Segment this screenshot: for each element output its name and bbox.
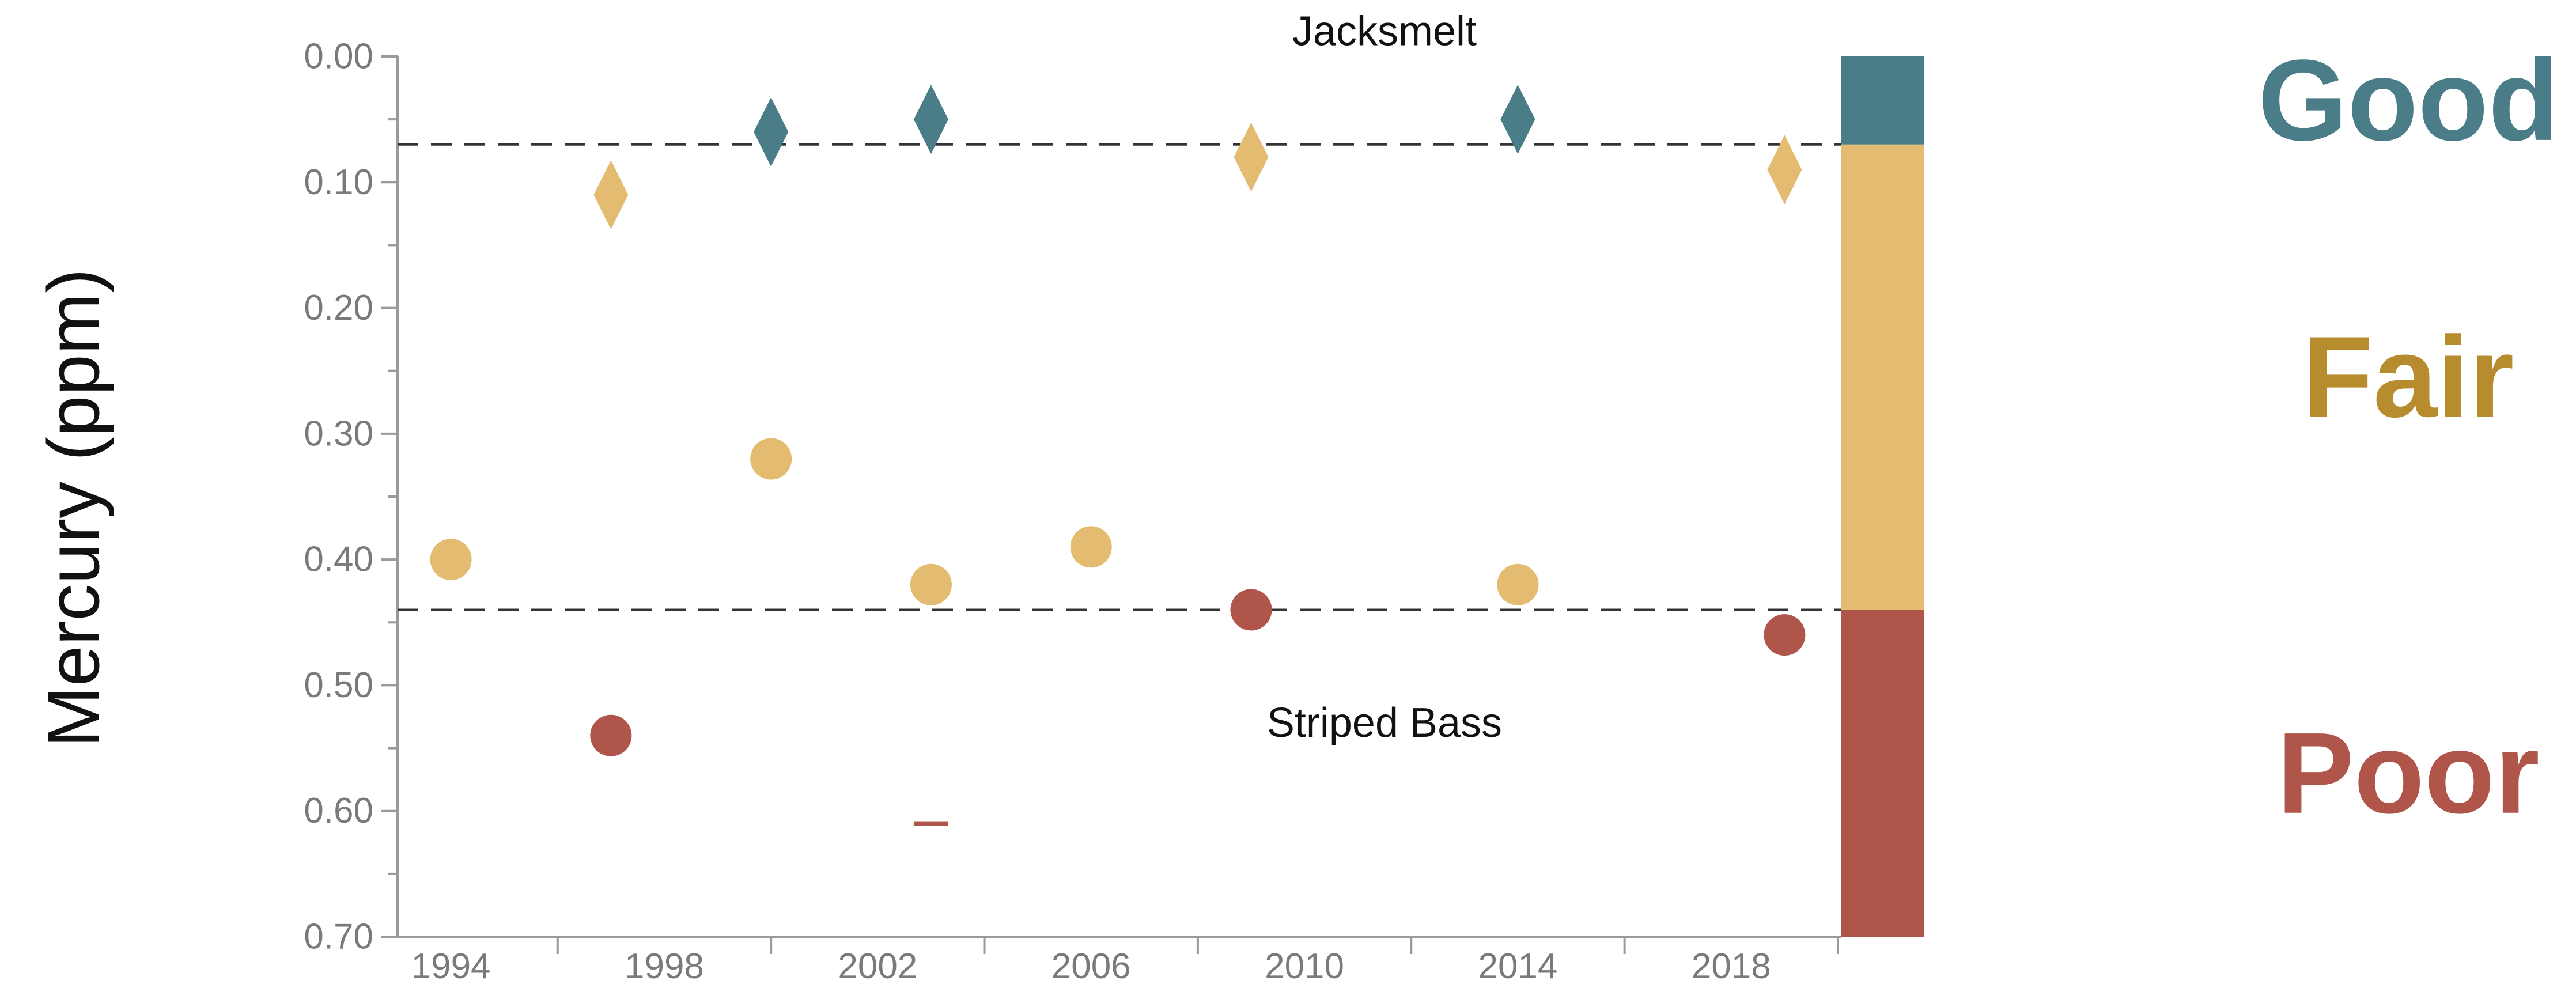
chart-text: Good Fair Poor Jacksmelt Striped Bass Mercury…	[33, 8, 2559, 837]
band-label-poor: Poor	[2277, 709, 2540, 838]
band-label-good: Good	[2258, 36, 2559, 165]
y-tick-label: 0.40	[304, 540, 373, 580]
y-tick-label: 0.00	[304, 37, 373, 77]
jacksmelt-point	[913, 85, 948, 154]
axes: 0.00 0.10 0.20 0.30 0.40 0.50 0.60 0.70 1994 1998…	[304, 37, 1841, 986]
y-tick-label: 0.60	[304, 791, 373, 831]
band-good	[1841, 56, 1924, 145]
y-tick-label: 0.10	[304, 162, 373, 202]
striped-bass-point	[1070, 526, 1112, 568]
band-fair	[1841, 144, 1924, 610]
striped-bass-point	[430, 539, 472, 581]
annotation-jacksmelt: Jacksmelt	[1292, 8, 1477, 54]
x-tick-label: 2002	[838, 947, 917, 986]
y-tick-label: 0.30	[304, 414, 373, 453]
jacksmelt-point	[593, 160, 629, 230]
annotation-striped-bass: Striped Bass	[1267, 700, 1502, 746]
y-tick-label: 0.20	[304, 288, 373, 328]
y-axis-label: Mercury (ppm)	[33, 268, 115, 748]
jacksmelt-point	[754, 97, 789, 166]
striped-bass-point	[750, 438, 792, 480]
x-tick-label: 1998	[625, 947, 704, 986]
jacksmelt-point	[1767, 135, 1802, 205]
data-points	[430, 85, 1806, 826]
x-tick-label: 2010	[1265, 947, 1344, 986]
striped-bass-point	[1764, 614, 1806, 656]
striped-bass-point	[910, 563, 952, 605]
threshold-lines	[398, 143, 1841, 611]
x-tick-label: 2006	[1051, 947, 1131, 986]
y-tick-label: 0.70	[304, 917, 373, 957]
band-label-fair: Fair	[2303, 313, 2514, 441]
striped-bass-point	[590, 714, 632, 756]
striped-bass-point	[1497, 563, 1539, 605]
striped-bass-point	[1230, 589, 1272, 631]
x-tick-label: 2014	[1478, 947, 1557, 986]
jacksmelt-point	[1234, 122, 1269, 192]
status-band-bar	[1841, 56, 1924, 937]
unlabeled-point	[913, 821, 948, 826]
band-poor	[1841, 610, 1924, 937]
jacksmelt-point	[1500, 85, 1535, 154]
x-tick-label: 1994	[411, 947, 491, 986]
x-tick-label: 2018	[1692, 947, 1771, 986]
y-tick-label: 0.50	[304, 665, 373, 705]
